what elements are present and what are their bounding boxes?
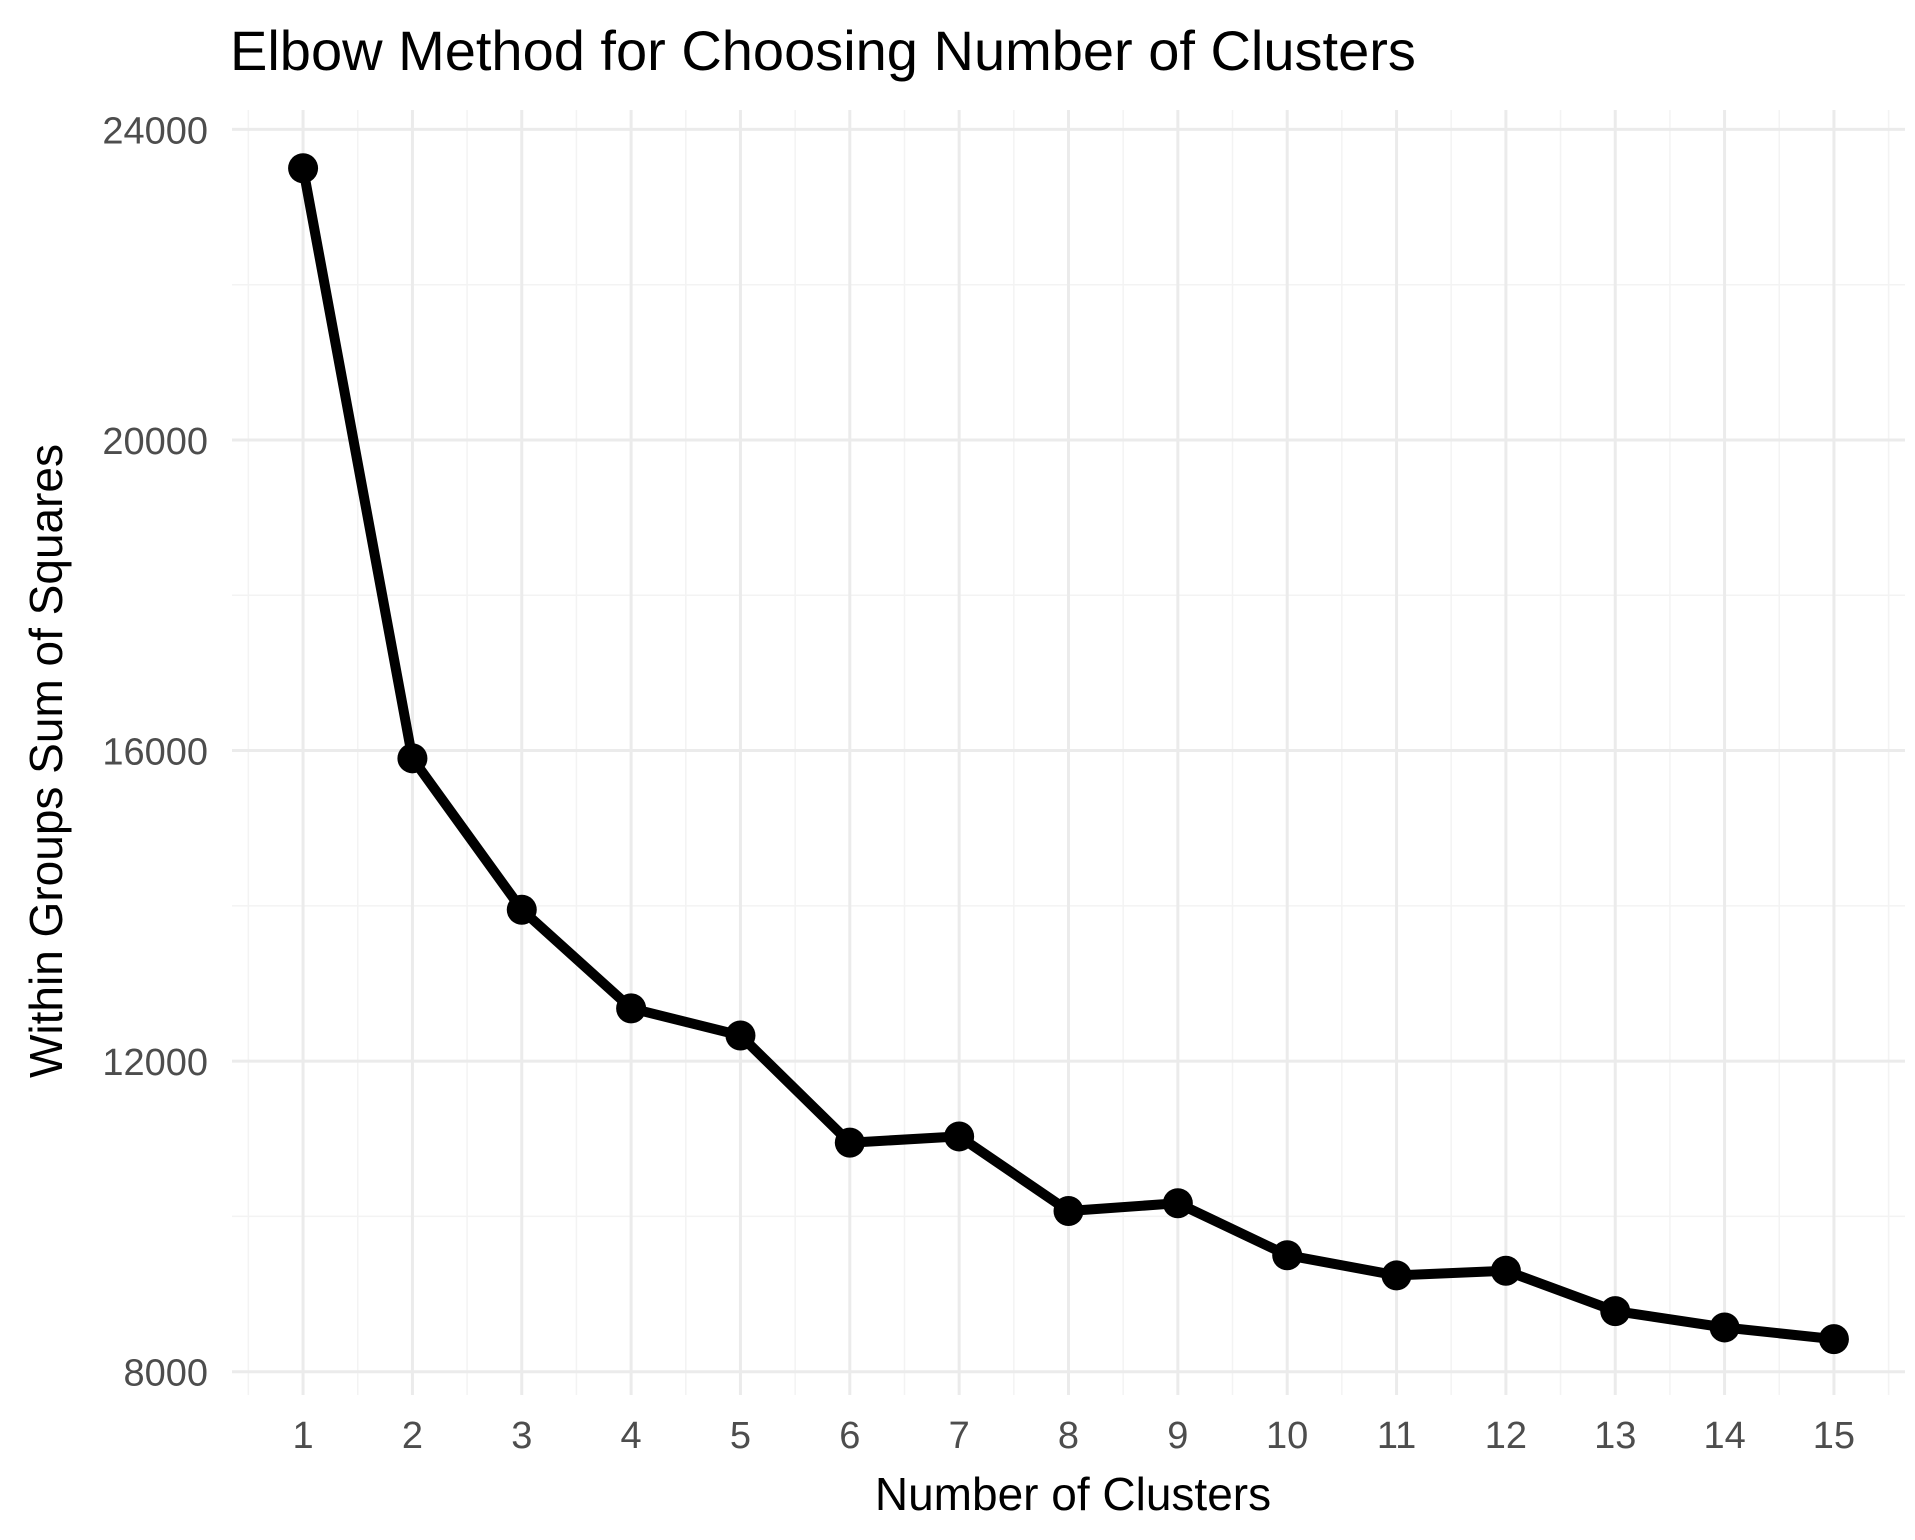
x-tick-label-7: 7 (949, 1415, 970, 1457)
x-tick-labels: 1 2 3 4 5 6 7 8 9 10 11 12 13 14 15 (293, 1415, 1856, 1457)
y-tick-label-16000: 16000 (102, 732, 208, 774)
x-tick-label-10: 10 (1266, 1415, 1308, 1457)
x-tick-label-4: 4 (621, 1415, 642, 1457)
x-axis-title: Number of Clusters (875, 1468, 1271, 1520)
x-tick-label-2: 2 (402, 1415, 423, 1457)
data-point-6 (834, 1127, 865, 1158)
data-point-10 (1272, 1240, 1303, 1271)
data-point-8 (1053, 1195, 1084, 1226)
data-point-15 (1818, 1324, 1849, 1355)
data-point-5 (725, 1020, 756, 1051)
y-tick-label-12000: 12000 (102, 1042, 208, 1084)
points-layer (288, 153, 1849, 1355)
data-point-11 (1381, 1260, 1412, 1291)
data-point-2 (397, 743, 428, 774)
chart-title: Elbow Method for Choosing Number of Clus… (230, 19, 1416, 82)
y-axis-title: Within Groups Sum of Squares (20, 444, 72, 1078)
data-point-1 (288, 153, 319, 184)
data-point-4 (616, 993, 647, 1024)
data-point-9 (1162, 1188, 1193, 1219)
y-tick-label-20000: 20000 (102, 421, 208, 463)
data-point-3 (506, 894, 537, 925)
x-tick-label-3: 3 (511, 1415, 532, 1457)
data-point-12 (1490, 1255, 1521, 1286)
y-tick-label-8000: 8000 (123, 1353, 208, 1395)
data-point-13 (1600, 1296, 1631, 1327)
y-tick-labels: 8000 12000 16000 20000 24000 (102, 110, 208, 1394)
y-tick-label-24000: 24000 (102, 110, 208, 152)
x-tick-label-1: 1 (293, 1415, 314, 1457)
x-tick-label-8: 8 (1058, 1415, 1079, 1457)
x-tick-label-11: 11 (1377, 1415, 1416, 1457)
x-tick-label-14: 14 (1703, 1415, 1745, 1457)
x-tick-label-5: 5 (730, 1415, 751, 1457)
x-tick-label-12: 12 (1485, 1415, 1527, 1457)
x-tick-label-6: 6 (839, 1415, 860, 1457)
data-point-14 (1709, 1312, 1740, 1343)
x-tick-label-13: 13 (1594, 1415, 1636, 1457)
x-tick-label-15: 15 (1813, 1415, 1855, 1457)
data-point-7 (944, 1121, 975, 1152)
minor-gridlines (232, 110, 1905, 1395)
x-tick-label-9: 9 (1167, 1415, 1188, 1457)
